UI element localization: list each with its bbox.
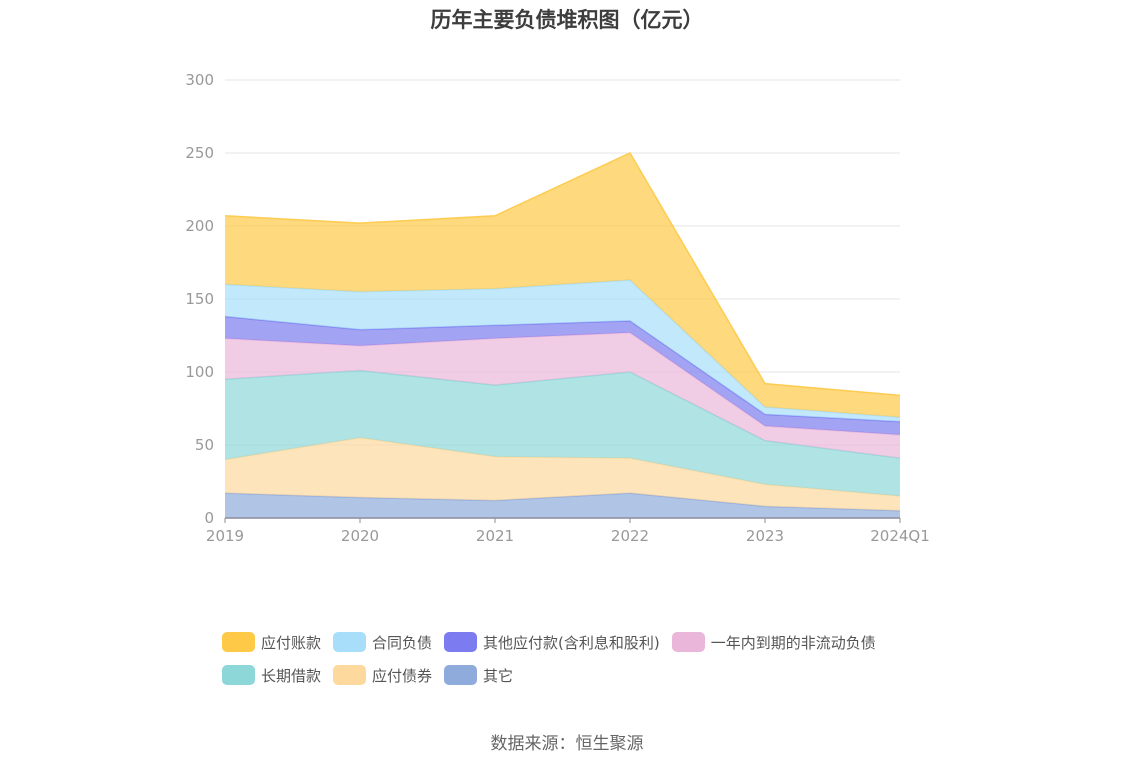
legend-item-contract-liabilities[interactable]: 合同负债 — [333, 632, 432, 653]
legend-label: 应付债券 — [372, 666, 433, 685]
area-series-3 — [225, 332, 900, 459]
legend-swatch — [222, 632, 255, 652]
x-tick-label: 2021 — [476, 527, 514, 545]
legend-swatch — [333, 665, 367, 685]
y-tick-label: 50 — [195, 436, 214, 454]
legend-item-bonds-payable[interactable]: 应付债券 — [333, 665, 432, 686]
y-tick-label: 0 — [204, 509, 214, 527]
legend-row: 长期借款 应付债券 其它 — [222, 664, 982, 686]
legend-swatch — [222, 665, 255, 685]
x-tick-label: 2022 — [611, 527, 649, 545]
legend-swatch — [671, 632, 705, 652]
area-series-1 — [225, 437, 900, 511]
legend-label: 其它 — [483, 666, 514, 685]
legend: 应付账款 合同负债 其他应付款(含利息和股利) 一年内到期的非流动负债 长期借款… — [222, 631, 982, 697]
y-tick-label: 100 — [185, 363, 214, 381]
area-series-6 — [225, 153, 900, 418]
data-source: 数据来源：恒生聚源 — [490, 734, 644, 754]
legend-item-payables[interactable]: 应付账款 — [222, 632, 321, 653]
legend-item-other-payables[interactable]: 其他应付款(含利息和股利) — [444, 632, 660, 653]
legend-item-long-term-loans[interactable]: 长期借款 — [222, 665, 321, 686]
area-series-5 — [225, 280, 900, 422]
y-tick-label: 250 — [185, 144, 214, 162]
area-series-4 — [225, 316, 900, 435]
legend-swatch — [333, 632, 367, 652]
legend-label: 合同负债 — [372, 633, 433, 652]
legend-label: 一年内到期的非流动负债 — [710, 633, 876, 652]
area-series-0 — [225, 493, 900, 518]
area-series-2 — [225, 370, 900, 497]
legend-swatch — [444, 632, 478, 652]
chart-title: 历年主要负债堆积图（亿元） — [430, 8, 704, 32]
legend-item-current-noncurrent[interactable]: 一年内到期的非流动负债 — [671, 632, 876, 653]
x-tick-label: 2019 — [206, 527, 244, 545]
legend-label: 其他应付款(含利息和股利) — [483, 633, 660, 652]
legend-label: 应付账款 — [261, 633, 322, 652]
axes: 0 50 100 150 200 250 300 2019 2020 2021 2022 2023 20… — [185, 71, 929, 545]
y-tick-label: 150 — [185, 290, 214, 308]
legend-label: 长期借款 — [261, 666, 322, 685]
x-tick-label: 2020 — [341, 527, 379, 545]
x-tick-label: 2024Q1 — [870, 527, 930, 545]
y-tick-label: 200 — [185, 217, 214, 235]
area-series — [224, 152, 901, 518]
x-tick-label: 2023 — [746, 527, 784, 545]
legend-swatch — [444, 665, 478, 685]
y-tick-label: 300 — [185, 71, 214, 89]
legend-row: 应付账款 合同负债 其他应付款(含利息和股利) 一年内到期的非流动负债 — [222, 631, 982, 653]
series-line-6 — [224, 152, 901, 397]
legend-item-others[interactable]: 其它 — [444, 665, 513, 686]
